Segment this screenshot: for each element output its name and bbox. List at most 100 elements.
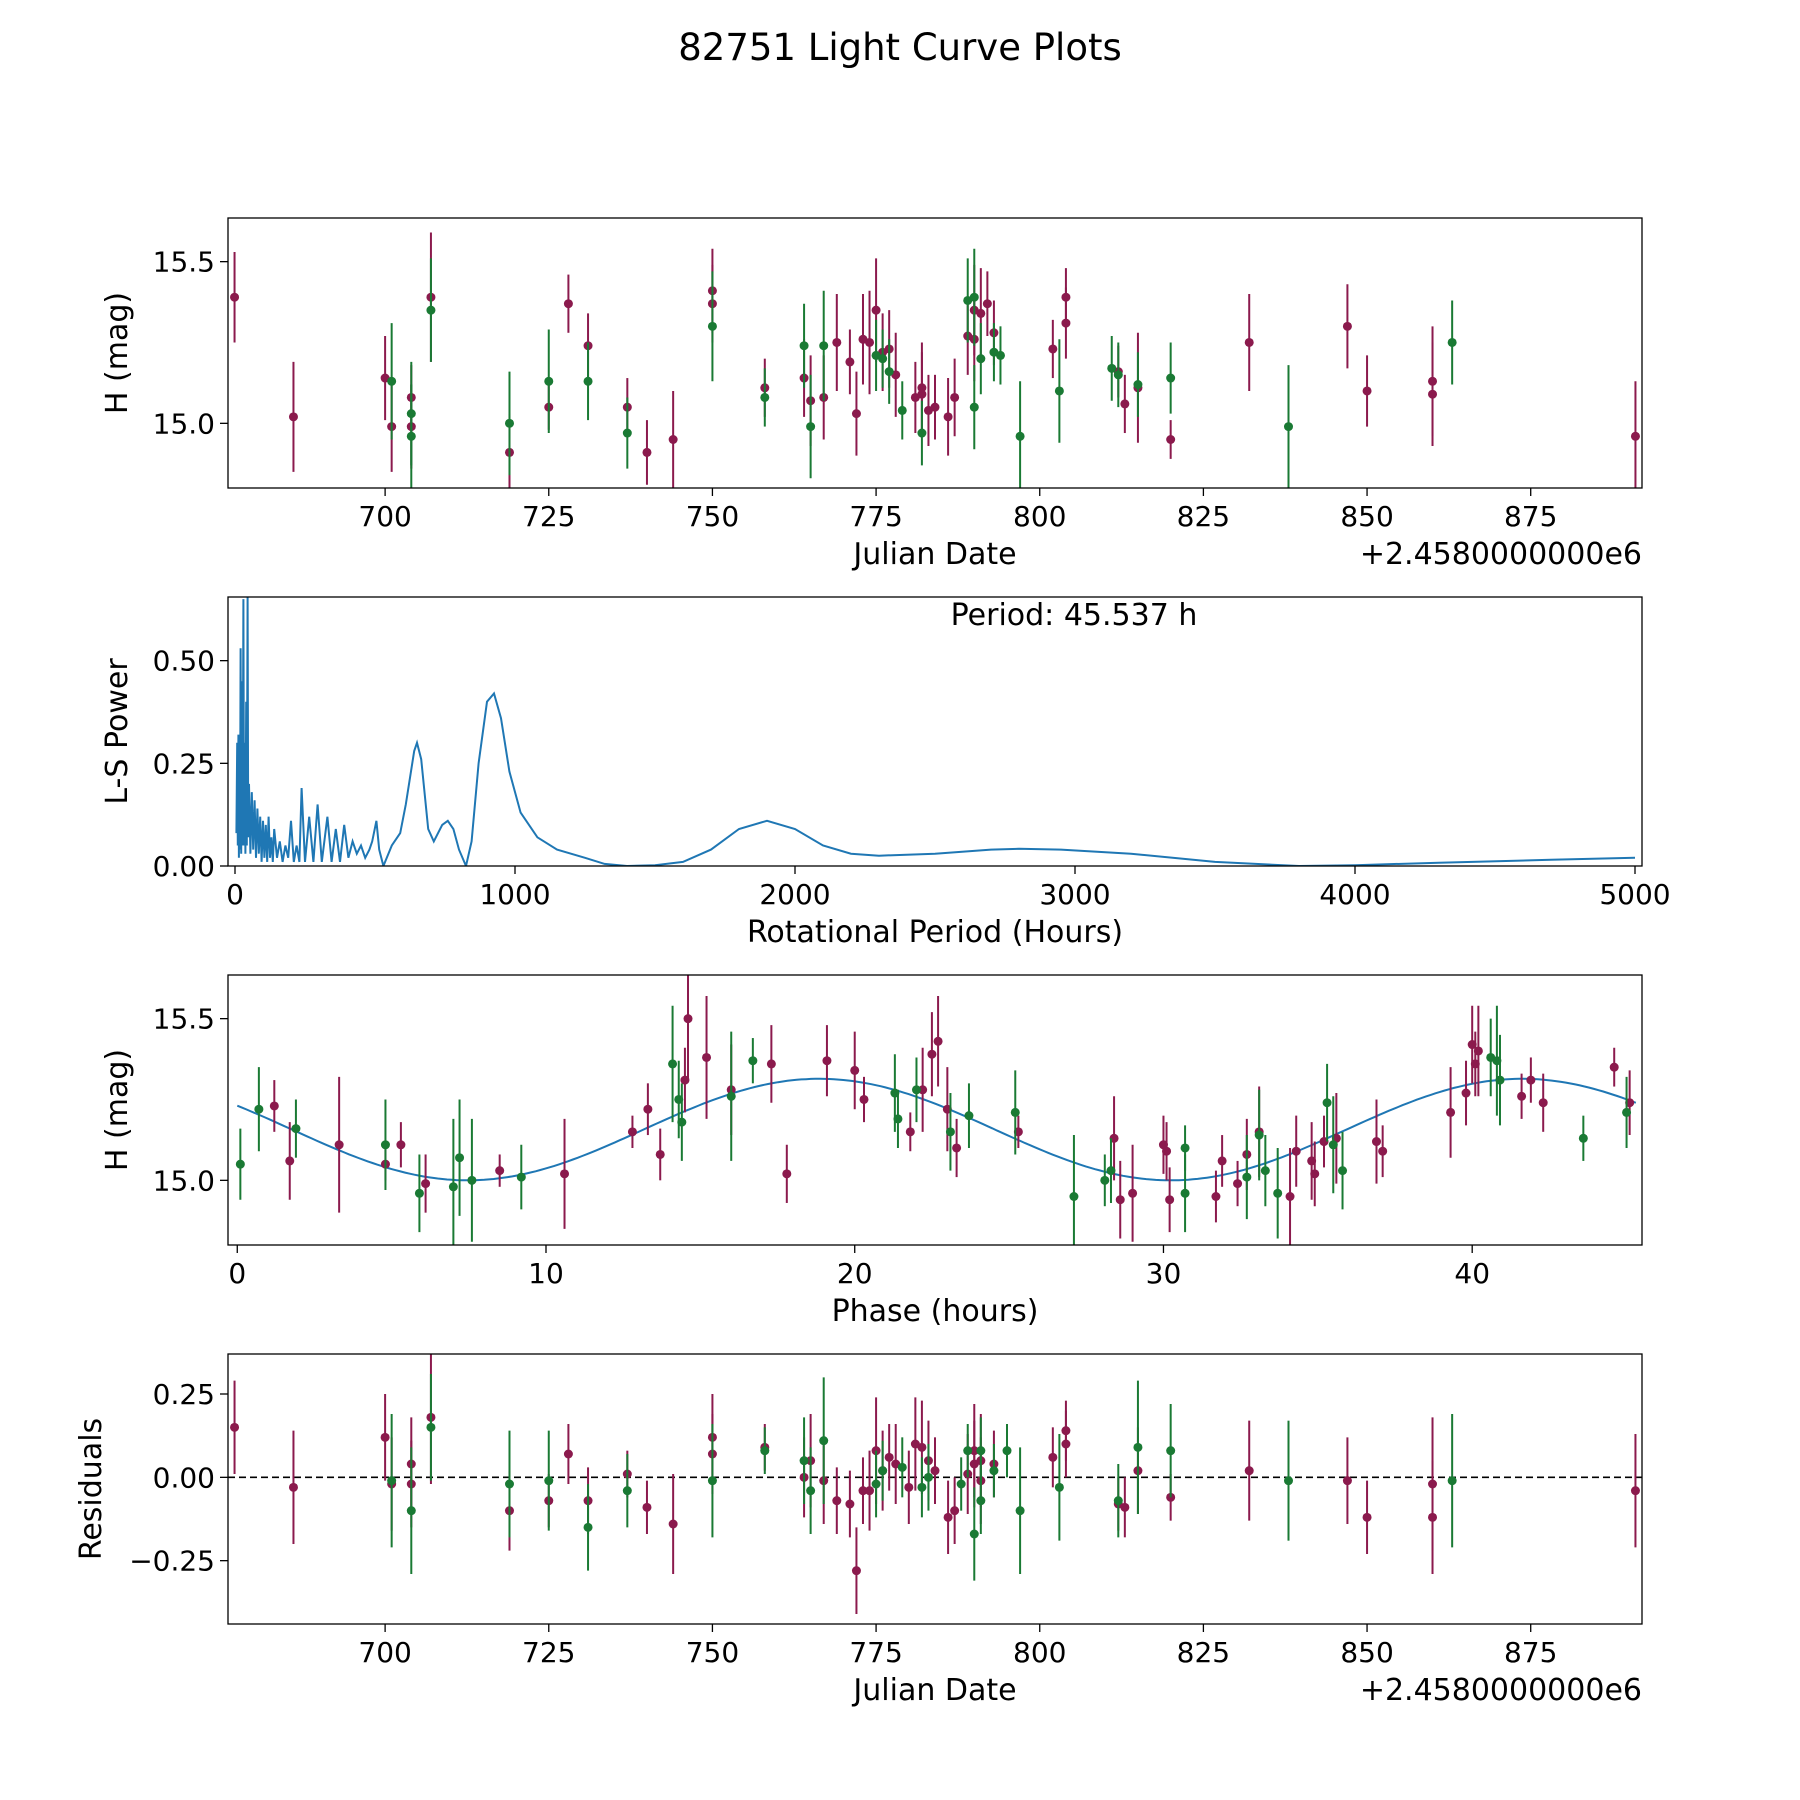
x-tick-label: 30 bbox=[1146, 1257, 1182, 1290]
y-tick-label: 15.5 bbox=[153, 1003, 215, 1036]
data-point bbox=[905, 1127, 915, 1137]
lightcurve-axes: 700 725 750 775 800 825 850 875 15.0 15.5 Julian D… bbox=[100, 217, 1643, 572]
data-point bbox=[414, 1188, 424, 1198]
data-point bbox=[893, 1114, 903, 1124]
data-point bbox=[1447, 1476, 1457, 1486]
data-point bbox=[1113, 370, 1123, 380]
x-axis-offset-label: +2.4580000000e6 bbox=[1360, 537, 1642, 572]
x-tick-label: 0 bbox=[226, 878, 244, 911]
data-point bbox=[455, 1153, 465, 1163]
data-point bbox=[1338, 1166, 1348, 1176]
data-point bbox=[622, 1486, 632, 1496]
data-point bbox=[1342, 321, 1352, 331]
data-point bbox=[878, 1466, 888, 1476]
data-point bbox=[897, 405, 907, 415]
data-point bbox=[1162, 1146, 1172, 1156]
data-point bbox=[976, 1496, 986, 1506]
data-point bbox=[1061, 1439, 1071, 1449]
data-point bbox=[560, 1169, 570, 1179]
data-point bbox=[1115, 1195, 1125, 1205]
data-point bbox=[668, 434, 678, 444]
data-point bbox=[766, 1059, 776, 1069]
data-point bbox=[963, 1446, 973, 1456]
data-point bbox=[858, 1486, 868, 1496]
data-point bbox=[1428, 1479, 1438, 1489]
data-point bbox=[822, 1056, 832, 1066]
x-tick-label: 750 bbox=[686, 500, 739, 533]
x-tick-label: 850 bbox=[1340, 1636, 1393, 1669]
data-point bbox=[642, 447, 652, 457]
data-point bbox=[918, 1085, 928, 1095]
data-point bbox=[1211, 1191, 1221, 1201]
data-point bbox=[421, 1179, 431, 1189]
data-point bbox=[1362, 1512, 1372, 1522]
plot-area bbox=[235, 597, 1636, 866]
data-point bbox=[976, 354, 986, 364]
y-tick-label: 0.50 bbox=[153, 645, 215, 678]
data-point bbox=[504, 1479, 514, 1489]
data-point bbox=[806, 1486, 816, 1496]
data-point bbox=[1180, 1143, 1190, 1153]
data-point bbox=[976, 308, 986, 318]
axes-frame bbox=[227, 596, 1643, 867]
data-point bbox=[406, 1506, 416, 1516]
data-point bbox=[291, 1124, 301, 1134]
y-tick-label: −0.25 bbox=[129, 1545, 215, 1578]
data-point bbox=[832, 1496, 842, 1506]
data-point bbox=[871, 1479, 881, 1489]
data-point bbox=[976, 1446, 986, 1456]
data-point bbox=[544, 1476, 554, 1486]
data-point bbox=[1015, 1506, 1025, 1516]
data-point bbox=[760, 1446, 770, 1456]
x-tick-label: 750 bbox=[686, 1636, 739, 1669]
data-point bbox=[945, 1127, 955, 1137]
data-point bbox=[933, 1036, 943, 1046]
x-tick-label: 850 bbox=[1340, 500, 1393, 533]
plot-area bbox=[235, 975, 1637, 1245]
x-tick-label: 20 bbox=[837, 1257, 873, 1290]
data-point bbox=[995, 350, 1005, 360]
data-point bbox=[288, 1482, 298, 1492]
data-point bbox=[1461, 1088, 1471, 1098]
data-point bbox=[964, 1111, 974, 1121]
data-point bbox=[1284, 422, 1293, 432]
x-tick-label: 775 bbox=[849, 500, 902, 533]
data-point bbox=[917, 389, 927, 399]
data-point bbox=[254, 1104, 264, 1114]
plot-area bbox=[228, 1354, 1642, 1614]
data-point bbox=[878, 354, 888, 364]
data-point bbox=[380, 1140, 390, 1150]
x-tick-label: 2000 bbox=[759, 878, 830, 911]
data-point bbox=[1048, 1452, 1058, 1462]
axes-frame bbox=[227, 974, 1643, 1246]
phased-axes: 0 10 20 30 40 15.0 15.5 Phase (hours) H (mag) bbox=[100, 974, 1643, 1329]
x-tick-label: 775 bbox=[849, 1636, 902, 1669]
data-point bbox=[1342, 1476, 1352, 1486]
data-point bbox=[1284, 1476, 1293, 1486]
axes-frame bbox=[227, 1353, 1643, 1625]
data-point bbox=[396, 1140, 406, 1150]
data-point bbox=[516, 1172, 526, 1182]
x-axis-label: Julian Date bbox=[851, 1673, 1016, 1708]
x-tick-label: 825 bbox=[1177, 1636, 1230, 1669]
residuals-axes: 700 725 750 775 800 825 850 875 0.25 0.00 −0.25 Jul… bbox=[74, 1353, 1643, 1708]
period-annotation: Period: 45.537 h bbox=[951, 598, 1198, 633]
data-point bbox=[943, 412, 953, 422]
data-point bbox=[748, 1056, 758, 1066]
data-point bbox=[726, 1091, 736, 1101]
data-point bbox=[1133, 380, 1143, 390]
x-tick-label: 700 bbox=[358, 1636, 411, 1669]
data-point bbox=[1242, 1172, 1252, 1182]
data-point bbox=[1120, 1502, 1130, 1512]
data-point bbox=[230, 1422, 240, 1432]
data-point bbox=[969, 1446, 979, 1456]
data-point bbox=[851, 409, 861, 419]
y-axis-label: L-S Power bbox=[100, 658, 135, 805]
data-point bbox=[989, 1466, 999, 1476]
y-axis-label: H (mag) bbox=[100, 292, 135, 414]
periodogram-axes: 0 1000 2000 3000 4000 5000 0.00 0.25 0.50 Rotatio… bbox=[100, 596, 1671, 950]
x-tick-label: 825 bbox=[1177, 500, 1230, 533]
data-point bbox=[832, 337, 842, 347]
data-point bbox=[380, 1432, 390, 1442]
